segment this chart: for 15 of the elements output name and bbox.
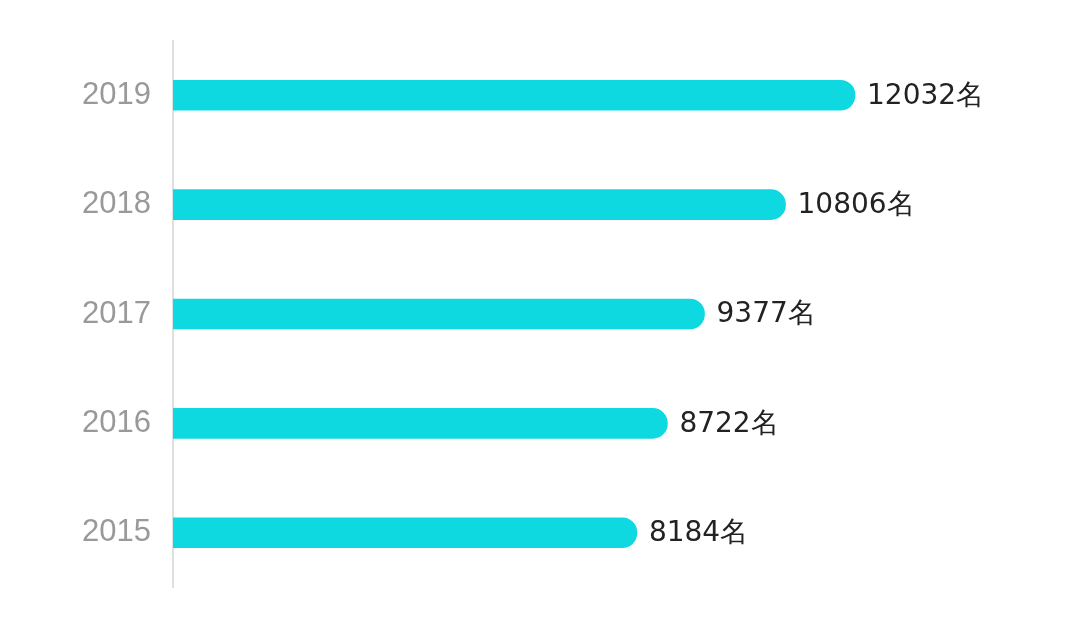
data-label: 10806名 [797,186,915,220]
bar [172,189,786,220]
y-tick-label: 2019 [81,75,151,111]
bar [172,79,856,111]
bar [172,408,668,439]
y-tick-label: 2018 [81,185,151,221]
bar [172,298,705,330]
data-label: 9377名 [716,296,816,330]
bar [172,517,638,549]
data-label: 12032名 [867,77,985,111]
y-tick-label: 2016 [81,403,151,439]
data-label: 8184名 [648,515,749,548]
y-tick-label: 2015 [81,513,151,549]
y-tick-label: 2017 [81,294,151,330]
data-label: 8722名 [679,405,779,439]
